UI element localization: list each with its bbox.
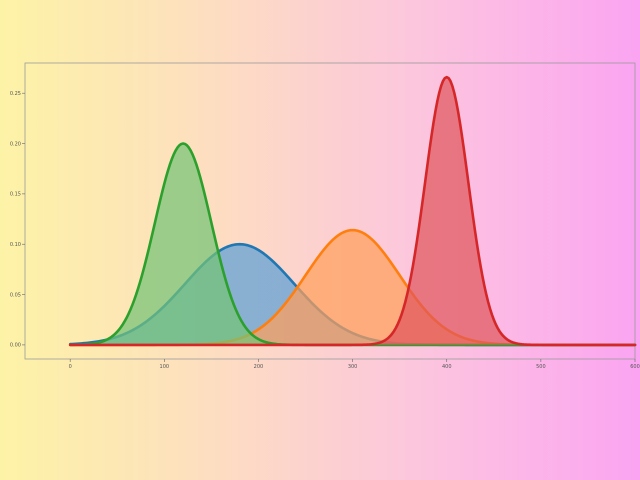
y-tick-label: 0.10 (10, 242, 21, 248)
y-tick-label: 0.05 (10, 292, 21, 298)
y-tick-label: 0.25 (10, 91, 21, 97)
x-tick-label: 500 (536, 364, 546, 370)
x-tick-label: 0 (69, 364, 72, 370)
series-2-area (70, 230, 635, 345)
x-tick-label: 300 (348, 364, 358, 370)
y-tick-label: 0.00 (10, 343, 21, 349)
x-tick-label: 100 (160, 364, 170, 370)
y-tick-label: 0.20 (10, 141, 21, 147)
series-layer (68, 75, 637, 347)
plot-frame (24, 62, 636, 360)
y-tick-label: 0.15 (10, 192, 21, 198)
tick-layer: 0 100 200 300 400 500 600 0.00 0.05 0.10 0.15 0.20 0… (10, 91, 640, 370)
series-4-line (68, 75, 637, 347)
series-3-area (70, 143, 635, 345)
x-tick-label: 600 (630, 364, 640, 370)
x-tick-label: 400 (442, 364, 452, 370)
x-tick-label: 200 (254, 364, 264, 370)
